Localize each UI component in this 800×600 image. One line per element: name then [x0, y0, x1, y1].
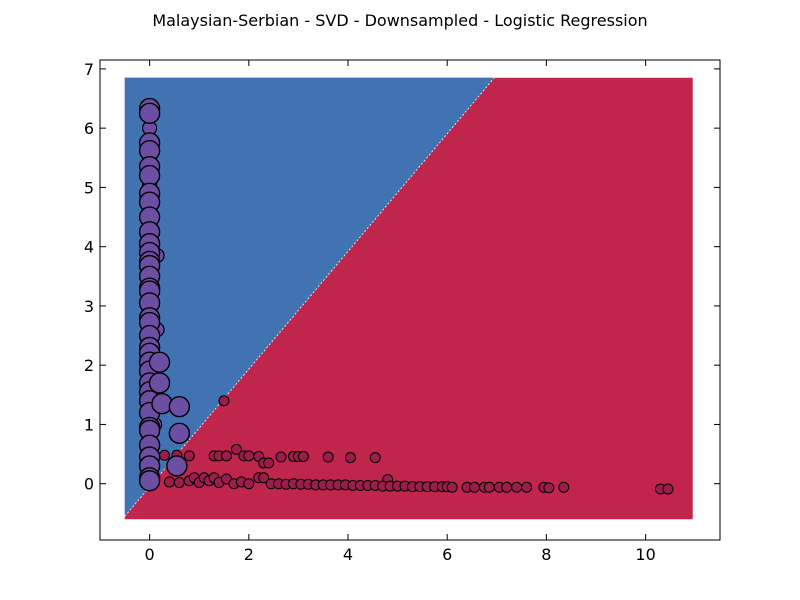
purple-point [148, 351, 171, 373]
red-point [158, 449, 170, 461]
purple-class-points [138, 97, 191, 492]
red-point [220, 450, 232, 462]
red-point [558, 481, 570, 493]
y-tick-label: 4 [84, 238, 94, 257]
red-point [183, 450, 195, 462]
y-tick-label: 0 [84, 475, 94, 494]
x-tick-label: 10 [635, 545, 655, 564]
purple-point [138, 164, 161, 187]
red-point [230, 443, 242, 455]
red-point [543, 482, 555, 494]
chart-title: Malaysian-Serbian - SVD - Downsampled - … [152, 11, 647, 30]
x-tick-label: 6 [442, 545, 452, 564]
decision-boundary [124, 77, 495, 517]
purple-point [138, 102, 161, 125]
purple-point [151, 393, 173, 415]
red-point [521, 481, 533, 493]
y-tick-label: 1 [84, 415, 94, 434]
red-point [243, 478, 255, 490]
x-tick-label: 8 [541, 545, 551, 564]
purple-point [168, 395, 191, 418]
red-point [446, 481, 458, 493]
red-point [258, 472, 270, 484]
x-tick-label: 0 [145, 545, 155, 564]
purple-point [138, 470, 161, 492]
plot-frame [99, 59, 721, 541]
purple-point [168, 422, 191, 445]
x-tick-label: 2 [244, 545, 254, 564]
red-point [163, 476, 175, 488]
red-point [501, 481, 513, 493]
purple-point [166, 455, 188, 477]
y-tick-label: 7 [84, 60, 94, 79]
x-tick-label: 4 [343, 545, 353, 564]
red-point [344, 452, 356, 464]
red-point [173, 477, 185, 489]
y-tick-label: 3 [84, 297, 94, 316]
red-point [468, 481, 480, 493]
red-point [322, 451, 334, 463]
red-point [662, 483, 674, 495]
red-point [263, 457, 275, 469]
region-upper-left [124, 77, 495, 517]
decision-regions [124, 77, 693, 520]
red-point [275, 451, 287, 463]
red-point [511, 481, 523, 493]
red-point [218, 395, 230, 407]
y-tick-label: 6 [84, 119, 94, 138]
purple-point [148, 372, 171, 394]
red-point [369, 452, 381, 464]
red-point [483, 481, 495, 493]
y-tick-label: 2 [84, 356, 94, 375]
y-tick-label: 5 [84, 178, 94, 197]
axes: 0 2 4 6 8 10 0 1 2 3 4 5 6 7 [84, 59, 721, 564]
red-point [297, 450, 309, 462]
red-class-points [158, 395, 674, 495]
red-point [243, 450, 255, 462]
